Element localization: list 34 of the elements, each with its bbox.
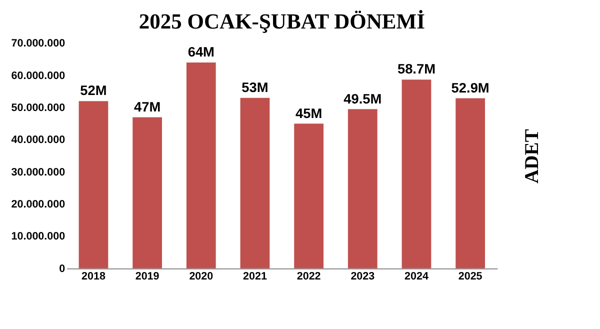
bar xyxy=(186,62,216,268)
y-tick-label: 40.000.000 xyxy=(11,134,66,146)
y-axis-title: ADET xyxy=(522,129,543,184)
data-label: 52.9M xyxy=(451,80,490,96)
bar xyxy=(294,124,324,268)
bar xyxy=(456,98,485,268)
data-label: 52M xyxy=(80,83,107,98)
data-label: 64M xyxy=(188,44,214,60)
x-tick-label: 2020 xyxy=(189,270,214,283)
data-label: 47M xyxy=(134,99,161,114)
x-tick-label: 2021 xyxy=(243,270,267,283)
data-label: 45M xyxy=(295,106,322,121)
y-tick-label: 0 xyxy=(59,262,66,275)
bar xyxy=(78,101,108,268)
bar xyxy=(240,98,270,268)
x-tick-label: 2019 xyxy=(135,270,160,283)
x-tick-label: 2025 xyxy=(458,270,482,283)
x-tick-label: 2022 xyxy=(296,270,321,283)
x-tick-label: 2018 xyxy=(82,270,106,283)
data-label: 49.5M xyxy=(344,91,382,106)
bar xyxy=(132,117,162,268)
y-tick-label: 50.000.000 xyxy=(11,102,66,114)
bar xyxy=(348,109,378,268)
y-tick-label: 20.000.000 xyxy=(11,198,66,210)
bar xyxy=(402,80,432,268)
y-tick-label: 70.000.000 xyxy=(11,38,66,50)
y-tick-label: 60.000.000 xyxy=(11,70,66,82)
chart-title: 2025 OCAK-ŞUBAT DÖNEMİ xyxy=(138,10,425,34)
data-label: 58.7M xyxy=(397,62,436,77)
x-tick-label: 2024 xyxy=(404,270,428,283)
y-tick-label: 10.000.000 xyxy=(11,230,66,243)
data-label: 53M xyxy=(242,80,268,96)
x-tick-label: 2023 xyxy=(350,270,375,283)
y-tick-label: 30.000.000 xyxy=(11,166,66,178)
